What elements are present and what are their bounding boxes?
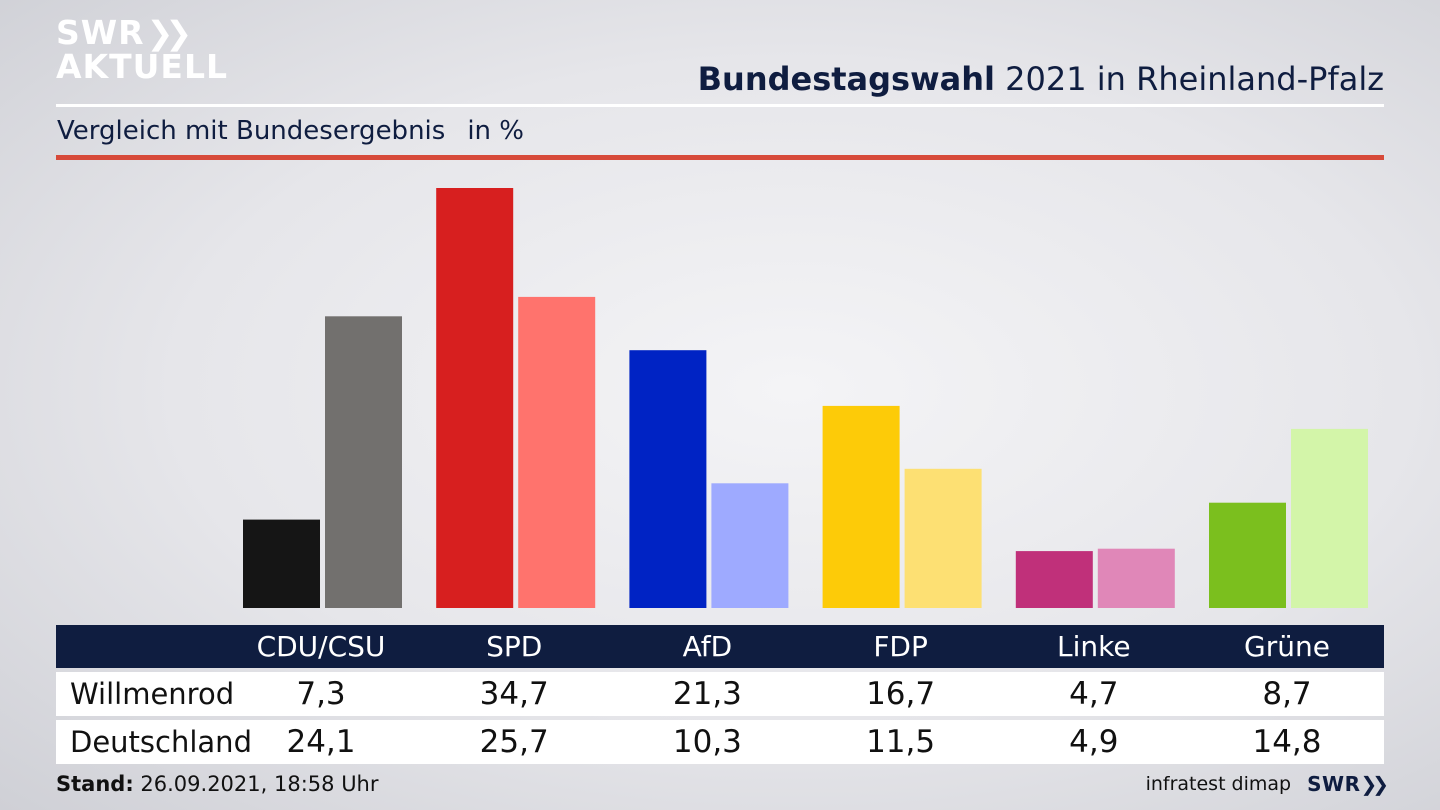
- bar-grüne-deutschland: [1291, 428, 1368, 608]
- bar-afd-willmenrod: [629, 350, 707, 608]
- subtitle-text: Vergleich mit Bundesergebnis: [57, 116, 446, 146]
- unit-label: in %: [467, 116, 524, 146]
- header-divider: [56, 104, 1384, 107]
- chart-subtitle: Vergleich mit Bundesergebnis in %: [57, 116, 524, 146]
- table-row-deutschland: Deutschland 24,1 25,7 10,3 11,5 4,9 14,8: [56, 720, 1384, 764]
- table-cell: 4,7: [1069, 676, 1119, 712]
- stand-value: 26.09.2021, 18:58 Uhr: [140, 772, 379, 796]
- table-cell: 7,3: [296, 676, 346, 712]
- logo-swr-text: SWR: [56, 13, 145, 52]
- footer-credits: infratest dimap SWR❯❯: [1145, 772, 1389, 796]
- column-header: Grüne: [1244, 630, 1330, 663]
- accent-divider: [56, 155, 1384, 160]
- bar-spd-willmenrod: [436, 188, 514, 608]
- swr-aktuell-logo: SWR ❯❯ AKTUELL: [56, 16, 228, 83]
- results-table: CDU/CSU SPD AfD FDP Linke Grüne Willmenrod 7,…: [56, 625, 1384, 764]
- bar-cdu-csu-willmenrod: [243, 519, 320, 608]
- table-cell: 10,3: [672, 724, 742, 760]
- bar-afd-deutschland: [711, 483, 789, 608]
- bar-grüne-willmenrod: [1209, 502, 1286, 608]
- table-header: CDU/CSU SPD AfD FDP Linke Grüne: [56, 625, 1384, 668]
- page-title: Bundestagswahl 2021 in Rheinland-Pfalz: [698, 60, 1384, 98]
- source-credit: infratest dimap: [1145, 773, 1292, 795]
- table-cell: 24,1: [286, 724, 356, 760]
- bar-cdu-csu-deutschland: [325, 316, 402, 608]
- bar-fdp-deutschland: [904, 468, 982, 608]
- table-cell: 8,7: [1262, 676, 1312, 712]
- table-cell: 14,8: [1252, 724, 1322, 760]
- swr-chevron-icon: ❯❯: [1360, 772, 1388, 796]
- table-cell: 11,5: [866, 724, 936, 760]
- table-row-willmenrod: Willmenrod 7,3 34,7 21,3 16,7 4,7 8,7: [56, 672, 1384, 716]
- column-header: FDP: [873, 630, 928, 663]
- table-cell: 34,7: [479, 676, 549, 712]
- table-cell: 4,9: [1069, 724, 1119, 760]
- timestamp: Stand: 26.09.2021, 18:58 Uhr: [56, 772, 379, 796]
- column-header: Linke: [1057, 630, 1131, 663]
- bar-spd-deutschland: [518, 296, 596, 608]
- logo-aktuell-text: AKTUELL: [56, 47, 229, 86]
- bar-fdp-willmenrod: [822, 405, 900, 608]
- column-header: SPD: [486, 630, 543, 663]
- table-cell: 25,7: [479, 724, 549, 760]
- column-header: CDU/CSU: [256, 630, 386, 663]
- table-cell: 16,7: [866, 676, 936, 712]
- stand-label: Stand:: [56, 772, 134, 796]
- bar-linke-deutschland: [1097, 548, 1175, 608]
- swr-logo-text: SWR: [1307, 772, 1361, 796]
- title-rest: 2021 in Rheinland-Pfalz: [1005, 60, 1384, 98]
- column-header: AfD: [682, 630, 733, 663]
- row-label: Deutschland: [70, 725, 252, 759]
- table-cell: 21,3: [672, 676, 742, 712]
- title-bold: Bundestagswahl: [697, 60, 995, 98]
- swr-logo: SWR❯❯: [1307, 772, 1389, 796]
- bar-linke-willmenrod: [1015, 551, 1093, 608]
- row-label: Willmenrod: [70, 677, 235, 711]
